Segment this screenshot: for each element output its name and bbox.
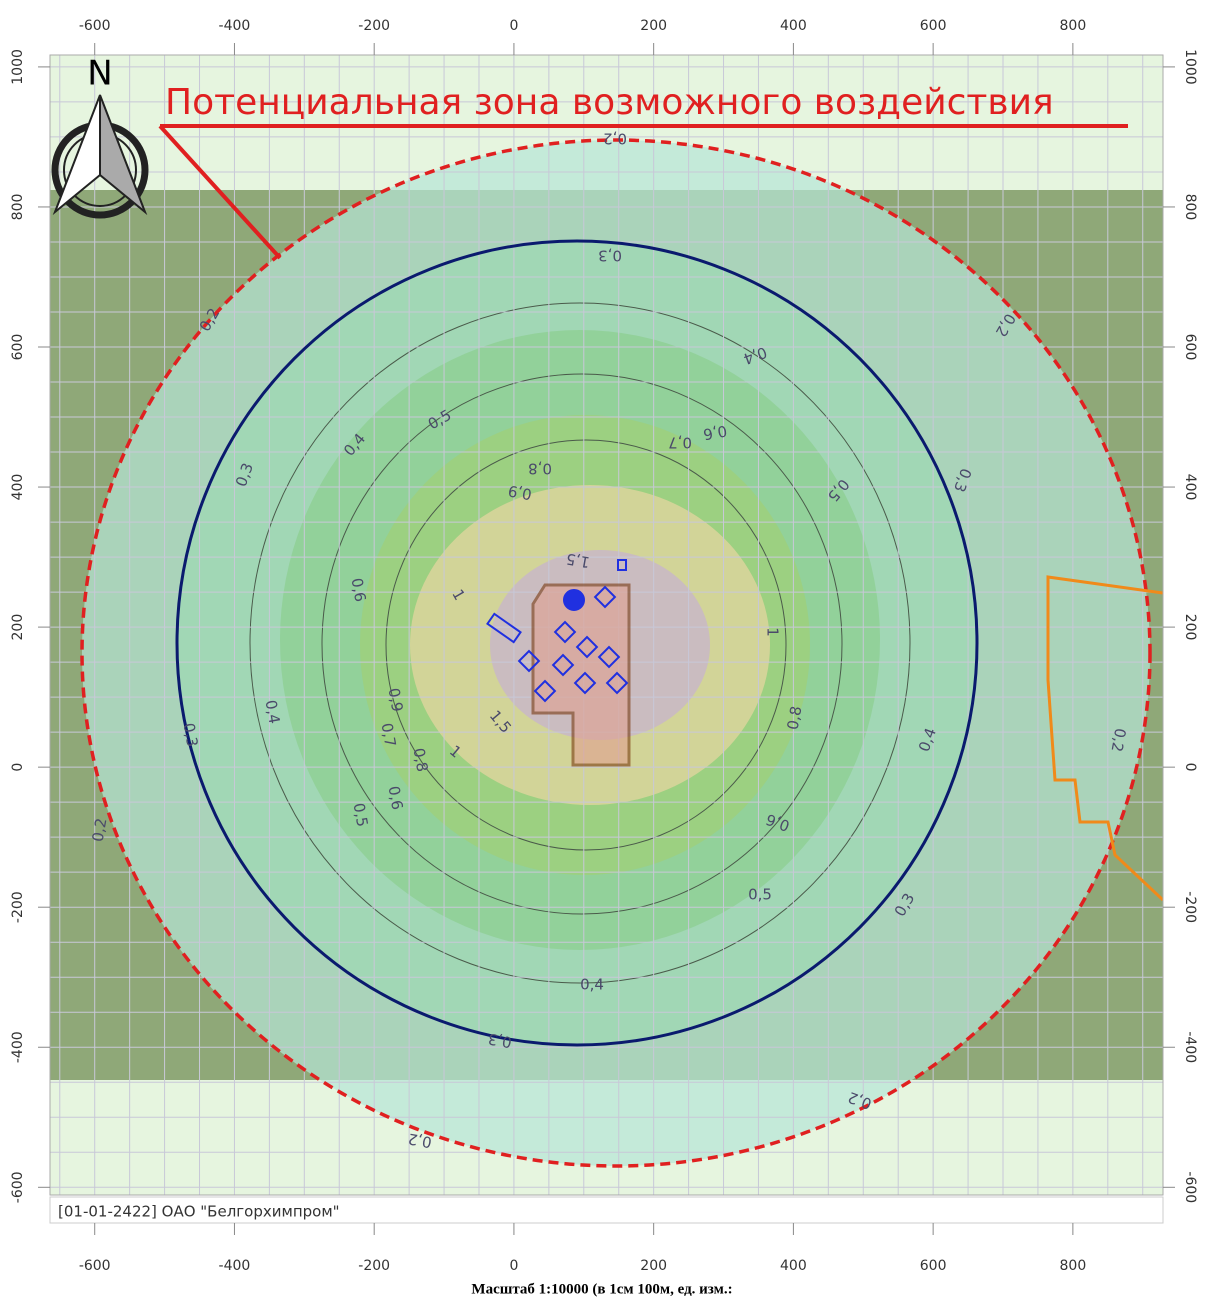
frame-border [49,54,1164,1196]
x-tick-label: -600 [79,1258,111,1274]
map-layers: 0,20,20,20,20,20,20,20,30,30,30,30,30,30… [50,55,1163,1195]
contour-label: 0,7 [378,722,400,749]
y-tick-label: 0 [1182,763,1198,772]
contour-label: 0,3 [598,247,622,265]
y-tick-label: 1000 [1182,49,1198,85]
y-tick-label: 800 [1182,194,1198,221]
contour-label: 0,2 [603,130,627,148]
contour-label: 0,3 [180,722,202,749]
leader-line [158,124,282,260]
contour-label: 0,4 [262,699,284,726]
contour-label: 0,2 [1108,727,1130,754]
x-tick-label: -400 [219,1258,251,1274]
y-tick-label: 200 [10,614,26,641]
contour-line [385,439,787,851]
y-tick-label: -200 [10,891,26,923]
boundary-contour [175,239,979,1047]
contour-label: 0,3 [487,1030,514,1052]
footer-bar [49,1196,1164,1224]
y-tick-label: 800 [10,194,26,221]
scale-caption: Масштаб 1:10000 (в 1см 100м, ед. изм.: [471,1281,732,1297]
contour-label: 0,7 [668,434,692,452]
contour-label: 0,6 [702,422,729,444]
contour-label: 1,5 [565,550,592,572]
x-tick-label: -600 [79,18,111,34]
contour-label: 0,5 [350,802,372,829]
zone-title: Потенциальная зона возможного воздействи… [165,82,1054,123]
x-tick-label: 200 [640,1258,667,1274]
x-tick-label: 400 [780,1258,807,1274]
contour-label: 0,4 [580,976,604,994]
contour-label: 0,9 [385,687,407,714]
x-tick-label: -200 [358,1258,390,1274]
y-tick-label: -400 [1182,1031,1198,1063]
y-tick-label: 600 [10,334,26,361]
north-label: N [87,54,112,94]
contour-label: 0,2 [407,1130,434,1152]
x-tick-label: 0 [509,18,518,34]
settlement-boundary [1046,575,1163,902]
north-arrow: N [51,54,149,219]
contour-labels: 0,20,20,20,20,20,20,20,30,30,30,30,30,30… [89,130,1130,1152]
contour-label: 1 [764,627,782,637]
y-tick-label: -600 [1182,1171,1198,1203]
contour-line [321,373,843,915]
y-tick-label: -400 [10,1031,26,1063]
contour-label: 0,5 [748,886,772,904]
x-tick-label: 600 [920,18,947,34]
x-tick-label: 800 [1060,1258,1087,1274]
contour-label: 0,9 [507,482,534,504]
footer: [01-01-2422] ОАО "Белгорхимпром" [58,1203,340,1221]
contour-label: 0,2 [89,817,111,844]
impact-zone [80,138,1152,1168]
contour-label: 0,6 [385,785,407,812]
contour-label: 0,8 [784,705,806,732]
y-tick-label: 400 [10,474,26,501]
x-tick-label: -400 [219,18,251,34]
y-tick-label: 400 [1182,474,1198,501]
x-tick-label: 600 [920,1258,947,1274]
x-tick-label: -200 [358,18,390,34]
contour-line [249,302,911,984]
x-tick-label: 0 [509,1258,518,1274]
y-tick-label: 200 [1182,614,1198,641]
x-tick-label: 200 [640,18,667,34]
y-tick-label: 600 [1182,334,1198,361]
y-tick-label: -200 [1182,891,1198,923]
contour-label: 0,8 [410,747,432,774]
contour-label: 0,6 [348,577,370,604]
y-tick-label: 1000 [10,49,26,85]
y-tick-label: 0 [10,763,26,772]
sources [486,559,629,703]
x-tick-label: 400 [780,18,807,34]
y-tick-label: -600 [10,1171,26,1203]
contour-label: 0,8 [528,460,552,478]
x-tick-label: 800 [1060,18,1087,34]
